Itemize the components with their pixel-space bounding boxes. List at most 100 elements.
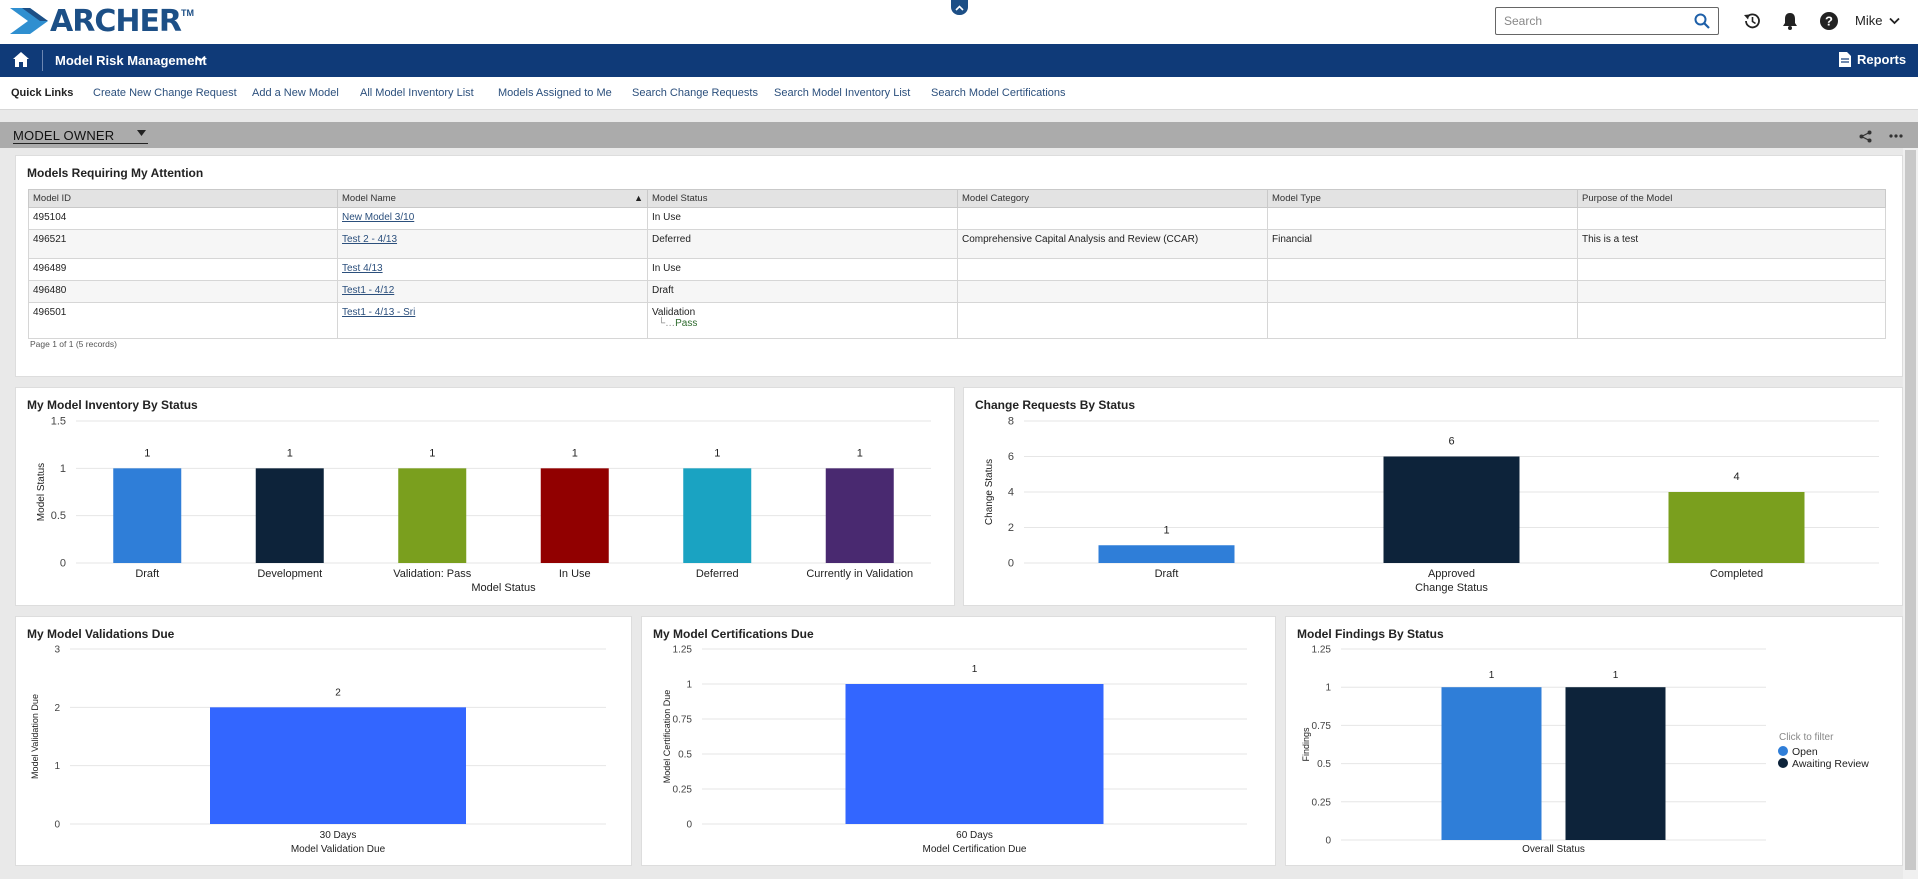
- quick-link-search-certifications[interactable]: Search Model Certifications: [931, 87, 1066, 99]
- bar: [1565, 687, 1666, 840]
- x-tick-label: In Use: [559, 568, 591, 580]
- x-tick-label: 30 Days: [320, 830, 357, 841]
- inventory-status-chart: 0 0.5 1 1.5 Model Status 1 Draft 1 Development 1 V…: [36, 416, 931, 594]
- history-icon[interactable]: [1742, 11, 1762, 31]
- bell-icon[interactable]: [1780, 11, 1800, 31]
- column-header[interactable]: Model Category: [957, 189, 1268, 208]
- y-tick-label: 2: [1008, 522, 1014, 534]
- reports-button[interactable]: Reports: [1838, 52, 1906, 67]
- data-label: 1: [972, 664, 978, 675]
- cell-model-id: 495104: [28, 207, 338, 230]
- cell-model-purpose: [1577, 302, 1886, 339]
- model-name-link[interactable]: Test 4/13: [342, 263, 383, 274]
- status-value: Validation: [652, 307, 696, 318]
- nav-divider: [42, 50, 43, 71]
- model-name-link[interactable]: Test1 - 4/12: [342, 285, 395, 296]
- table-row: 496489 Test 4/13 In Use: [28, 258, 1886, 281]
- cell-model-purpose: [1577, 280, 1886, 303]
- bar: [210, 707, 466, 824]
- column-header[interactable]: Purpose of the Model: [1577, 189, 1886, 208]
- legend-item: Open: [1792, 746, 1818, 758]
- table-pager: Page 1 of 1 (5 records): [30, 339, 117, 349]
- bar: [540, 468, 609, 563]
- quick-link-add-model[interactable]: Add a New Model: [252, 87, 339, 99]
- certifications-due-panel: My Model Certifications Due 0 0.25 0.5 0.75…: [641, 616, 1276, 866]
- search-icon[interactable]: [1694, 13, 1710, 29]
- y-tick-label: 0: [686, 820, 692, 831]
- chart-title: Change Requests By Status: [975, 398, 1136, 412]
- y-axis-label: Model Validation Due: [30, 694, 40, 779]
- validations-due-panel: My Model Validations Due 0 1 2 3 Model Valid…: [15, 616, 632, 866]
- chevron-down-icon: [137, 130, 146, 136]
- cell-model-id: 496521: [28, 229, 338, 259]
- share-icon[interactable]: [1859, 130, 1872, 143]
- quick-links-title: Quick Links: [11, 87, 74, 99]
- quick-link-create-change-request[interactable]: Create New Change Request: [93, 87, 237, 99]
- bar: [398, 468, 467, 563]
- y-tick-label: 0.25: [1312, 797, 1332, 808]
- y-tick-label: 1.25: [1312, 645, 1332, 656]
- cell-model-purpose: [1577, 207, 1886, 230]
- y-axis-label: Model Status: [36, 463, 47, 521]
- legend-marker: [1778, 758, 1788, 768]
- reports-label: Reports: [1857, 52, 1907, 67]
- quick-link-search-change-requests[interactable]: Search Change Requests: [632, 87, 758, 99]
- data-label: 2: [335, 687, 341, 698]
- x-axis-label: Model Validation Due: [291, 844, 386, 855]
- quick-link-models-assigned[interactable]: Models Assigned to Me: [498, 87, 612, 99]
- chevron-down-icon[interactable]: [195, 55, 206, 63]
- more-options-icon[interactable]: [1889, 134, 1903, 138]
- x-tick-label: Draft: [1155, 568, 1179, 580]
- page-scrollbar-thumb[interactable]: [1905, 150, 1916, 870]
- search-input[interactable]: [1504, 9, 1684, 33]
- chart-title: My Model Inventory By Status: [27, 398, 198, 412]
- column-header[interactable]: Model Type: [1267, 189, 1578, 208]
- x-tick-label: Overall Status: [1522, 844, 1585, 855]
- cell-model-category: [957, 280, 1268, 303]
- workspace-title[interactable]: Model Risk Management: [55, 53, 207, 68]
- y-tick-label: 8: [1008, 416, 1014, 428]
- cell-model-purpose: This is a test: [1577, 229, 1886, 259]
- legend-title: Click to filter: [1779, 732, 1834, 743]
- model-name-link[interactable]: Test 2 - 4/13: [342, 234, 398, 245]
- column-header[interactable]: Model Status: [647, 189, 958, 208]
- cell-model-name: Test 2 - 4/13: [337, 229, 648, 259]
- legend-marker: [1778, 746, 1788, 756]
- dashboard-select-value: MODEL OWNER: [13, 128, 115, 143]
- y-tick-label: 1: [686, 680, 692, 691]
- user-menu[interactable]: Mike: [1855, 13, 1900, 28]
- model-name-link[interactable]: Test1 - 4/13 - Sri: [342, 307, 416, 318]
- x-axis-label: Model Status: [471, 582, 536, 594]
- cell-model-status: In Use: [647, 258, 958, 281]
- y-tick-label: 2: [54, 703, 60, 714]
- table-row: 496501 Test1 - 4/13 - Sri Validation └…P…: [28, 302, 1886, 339]
- report-document-icon: [1839, 52, 1851, 67]
- archer-logo[interactable]: ARCHER TM: [10, 4, 194, 39]
- dashboard-select[interactable]: MODEL OWNER: [13, 128, 148, 144]
- x-tick-label: Completed: [1710, 568, 1763, 580]
- chevron-up-icon: [955, 4, 964, 11]
- cell-model-type: [1267, 207, 1578, 230]
- global-search[interactable]: [1495, 7, 1719, 35]
- bar: [1668, 492, 1805, 563]
- help-icon[interactable]: ?: [1819, 11, 1839, 31]
- cell-model-purpose: [1577, 258, 1886, 281]
- findings-status-chart: 0 0.25 0.5 0.75 1 1.25 Findings 1 1 Overall Statu…: [1301, 645, 1869, 856]
- column-header-sorted[interactable]: Model Name ▲: [337, 189, 648, 208]
- model-name-link[interactable]: New Model 3/10: [342, 212, 415, 223]
- data-label: 1: [857, 447, 863, 459]
- quick-link-search-model-inventory[interactable]: Search Model Inventory List: [774, 87, 911, 99]
- y-tick-label: 0.5: [678, 750, 692, 761]
- y-axis-label: Model Certification Due: [662, 690, 672, 784]
- tree-connector-icon: └…: [658, 318, 676, 329]
- x-tick-label: Deferred: [696, 568, 739, 580]
- column-header[interactable]: Model ID: [28, 189, 338, 208]
- home-icon[interactable]: [12, 51, 30, 68]
- collapse-header-button[interactable]: [951, 0, 968, 15]
- bar: [113, 468, 182, 563]
- validations-due-chart: 0 1 2 3 Model Validation Due 2 30 Days Model Va…: [30, 645, 606, 855]
- change-requests-chart: 0 2 4 6 8 Change Status 1 Draft 6 Approved 4 Comple…: [984, 416, 1879, 594]
- app-nav-bar: Model Risk Management Reports: [0, 44, 1918, 77]
- quick-link-all-model-inventory[interactable]: All Model Inventory List: [360, 87, 474, 99]
- y-tick-label: 0.25: [673, 785, 693, 796]
